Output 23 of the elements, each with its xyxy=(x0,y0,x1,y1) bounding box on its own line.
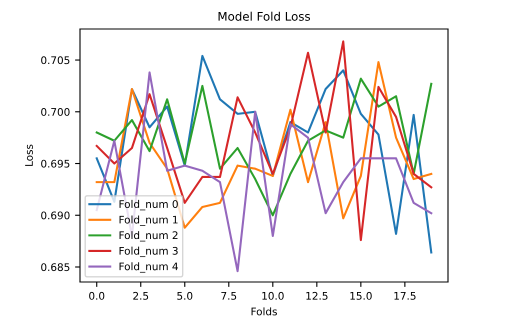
y-tick-label: 0.690 xyxy=(41,211,70,220)
chart-title: Model Fold Loss xyxy=(218,12,310,21)
x-tick-label: 12.5 xyxy=(306,292,328,300)
y-tick-label: 0.685 xyxy=(41,263,70,272)
line-series xyxy=(96,61,432,229)
legend-label: Fold_num 3 xyxy=(120,246,178,258)
x-tick-label: 0.0 xyxy=(89,292,104,300)
legend-label: Fold_num 4 xyxy=(120,262,178,273)
legend-label: Fold_num 2 xyxy=(120,231,178,242)
legend-label: Fold_num 1 xyxy=(120,216,178,226)
y-tick-label: 0.705 xyxy=(41,56,70,64)
legend-label: Fold_num 0 xyxy=(120,200,178,210)
line-series xyxy=(96,78,432,216)
y-tick-label: 0.700 xyxy=(41,108,70,116)
x-axis-title: Folds xyxy=(252,307,277,316)
y-axis-title: Loss xyxy=(25,144,33,166)
x-tick-label: 2.5 xyxy=(133,292,148,300)
x-tick-label: 15.0 xyxy=(350,292,372,300)
x-tick-label: 7.5 xyxy=(221,292,236,300)
y-tick-label: 0.695 xyxy=(41,160,70,168)
x-tick-label: 10.0 xyxy=(262,292,284,300)
x-tick-label: 17.5 xyxy=(394,292,416,300)
x-tick-label: 5.0 xyxy=(177,292,192,300)
